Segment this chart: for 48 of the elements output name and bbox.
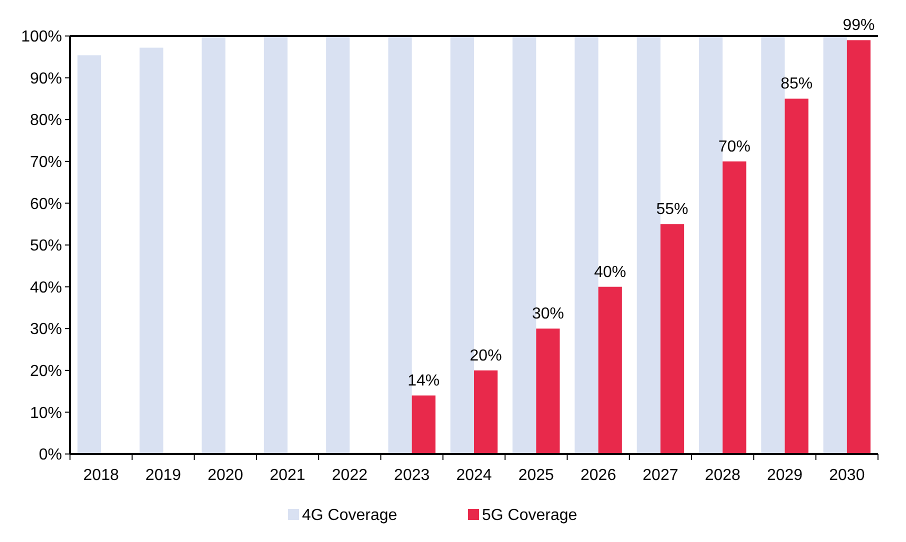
x-tick-label: 2019 [145, 467, 182, 484]
y-tick-label: 50% [30, 238, 62, 255]
bar [326, 36, 350, 454]
data-label: 30% [532, 306, 564, 323]
bar [77, 55, 102, 454]
x-tick-label: 2030 [829, 467, 865, 484]
bar [846, 40, 871, 454]
bar [660, 224, 684, 454]
data-label: 85% [780, 76, 813, 93]
x-tick-label: 2024 [456, 467, 492, 484]
bar [823, 36, 847, 454]
y-tick-label: 10% [30, 404, 62, 422]
y-tick-label: 0% [38, 446, 62, 464]
bar [264, 36, 288, 454]
bar [412, 395, 436, 454]
y-tick-label: 90% [30, 70, 62, 88]
data-label: 20% [470, 347, 502, 364]
x-tick-label: 2028 [704, 467, 741, 484]
data-label: 14% [408, 372, 440, 390]
y-tick-label: 30% [30, 321, 62, 338]
y-tick-label: 80% [30, 112, 62, 130]
bar [722, 161, 746, 454]
y-tick-label: 40% [30, 279, 62, 296]
bar [202, 37, 226, 454]
x-tick-label: 2026 [580, 467, 616, 484]
bar [474, 370, 498, 454]
x-tick-label: 2023 [394, 467, 430, 484]
y-tick-label: 60% [30, 196, 62, 213]
bar [536, 328, 560, 454]
data-label: 70% [718, 138, 750, 156]
data-label: 40% [594, 264, 626, 281]
y-tick-label: 20% [30, 363, 62, 380]
x-tick-label: 2029 [766, 467, 803, 484]
x-tick-label: 2025 [518, 467, 554, 484]
x-tick-label: 2020 [208, 467, 244, 484]
legend-label: 4G Coverage [302, 507, 398, 524]
legend-label: 5G Coverage [482, 507, 578, 524]
x-tick-label: 2021 [270, 467, 306, 484]
x-tick-label: 2018 [83, 467, 119, 484]
x-tick-label: 2027 [642, 467, 678, 484]
y-tick-label: 70% [30, 154, 62, 171]
data-label: 99% [842, 17, 875, 34]
bar [140, 48, 164, 454]
bar [598, 286, 622, 454]
bar [784, 98, 808, 454]
y-tick-label: 100% [21, 28, 62, 46]
x-tick-label: 2022 [332, 467, 368, 484]
data-label: 55% [656, 201, 688, 218]
